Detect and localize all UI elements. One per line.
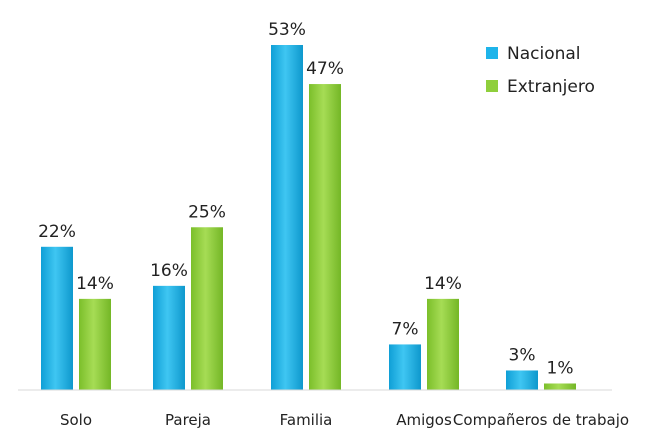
category-label-solo: Solo xyxy=(60,411,92,429)
bar-nacional-companeros-de-trabajo xyxy=(506,370,538,390)
category-label-familia: Familia xyxy=(280,411,333,429)
legend-label-extranjero: Extranjero xyxy=(507,77,595,97)
category-label-pareja: Pareja xyxy=(165,411,211,429)
bar-extranjero-familia xyxy=(309,84,341,390)
value-label-nacional-amigos: 7% xyxy=(392,319,419,339)
bar-extranjero-pareja xyxy=(191,227,223,390)
value-label-extranjero-solo: 14% xyxy=(76,274,114,294)
bar-extranjero-companeros-de-trabajo xyxy=(544,383,576,390)
value-label-nacional-familia: 53% xyxy=(268,20,306,40)
value-label-extranjero-familia: 47% xyxy=(306,59,344,79)
category-label-companeros-de-trabajo: Compañeros de trabajo xyxy=(453,411,629,429)
legend-label-nacional: Nacional xyxy=(507,44,581,64)
bar-extranjero-amigos xyxy=(427,298,459,390)
category-labels-group: Solo Pareja Familia Amigos Compañeros de tra… xyxy=(60,411,629,429)
value-label-nacional-companeros-de-trabajo: 3% xyxy=(509,345,536,365)
bar-nacional-amigos xyxy=(389,344,421,390)
value-labels-group: 22% 16% 53% 7% 3% 14% 25% 47% 14% 1% xyxy=(38,20,573,378)
legend-swatch-extranjero xyxy=(486,80,498,92)
category-label-amigos: Amigos xyxy=(396,411,452,429)
value-label-nacional-pareja: 16% xyxy=(150,261,188,281)
value-label-extranjero-companeros-de-trabajo: 1% xyxy=(547,358,574,378)
bar-extranjero-solo xyxy=(79,298,111,390)
legend: Nacional Extranjero xyxy=(486,44,595,97)
value-label-extranjero-amigos: 14% xyxy=(424,274,462,294)
bar-nacional-solo xyxy=(41,246,73,390)
value-label-extranjero-pareja: 25% xyxy=(188,202,226,222)
bar-nacional-familia xyxy=(271,45,303,390)
bar-nacional-pareja xyxy=(153,285,185,390)
bars-group xyxy=(41,45,576,390)
value-label-nacional-solo: 22% xyxy=(38,222,76,242)
legend-swatch-nacional xyxy=(486,47,498,59)
